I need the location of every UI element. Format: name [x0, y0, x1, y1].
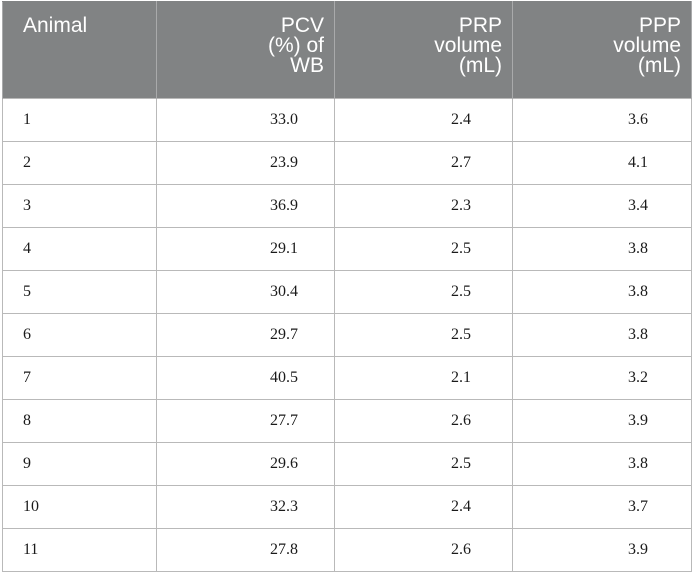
cell-animal: 2 — [2, 141, 157, 185]
header-pcv: PCV (%) of WB — [156, 1, 335, 99]
header-row: Animal PCV (%) of WB PRP volume (mL) PPP… — [2, 1, 692, 99]
cell-prp-volume: 2.4 — [334, 98, 513, 142]
header-ppp-volume: PPP volume (mL) — [512, 1, 692, 99]
cell-prp-volume: 2.5 — [334, 442, 513, 486]
cell-animal: 8 — [2, 399, 157, 443]
cell-animal: 5 — [2, 270, 157, 314]
header-prp-volume: PRP volume (mL) — [334, 1, 513, 99]
header-line: (%) of — [267, 34, 324, 57]
cell-animal: 9 — [2, 442, 157, 486]
cell-prp-volume: 2.6 — [334, 399, 513, 443]
header-line: WB — [290, 54, 324, 77]
table-row: 4 29.1 2.5 3.8 — [2, 227, 692, 271]
cell-prp-volume: 2.6 — [334, 528, 513, 572]
cell-ppp-volume: 3.8 — [512, 442, 692, 486]
cell-animal: 11 — [2, 528, 157, 572]
cell-pcv: 27.7 — [156, 399, 335, 443]
cell-ppp-volume: 3.6 — [512, 98, 692, 142]
cell-pcv: 27.8 — [156, 528, 335, 572]
cell-prp-volume: 2.7 — [334, 141, 513, 185]
cell-pcv: 40.5 — [156, 356, 335, 400]
cell-animal: 7 — [2, 356, 157, 400]
table-row: 10 32.3 2.4 3.7 — [2, 485, 692, 529]
cell-prp-volume: 2.5 — [334, 227, 513, 271]
table-row: 1 33.0 2.4 3.6 — [2, 98, 692, 142]
cell-ppp-volume: 3.8 — [512, 227, 692, 271]
cell-animal: 4 — [2, 227, 157, 271]
table-row: 6 29.7 2.5 3.8 — [2, 313, 692, 357]
cell-pcv: 33.0 — [156, 98, 335, 142]
header-line: PPP — [638, 14, 681, 37]
cell-pcv: 29.6 — [156, 442, 335, 486]
cell-ppp-volume: 3.9 — [512, 399, 692, 443]
cell-ppp-volume: 4.1 — [512, 141, 692, 185]
cell-pcv: 29.7 — [156, 313, 335, 357]
table-row: 9 29.6 2.5 3.8 — [2, 442, 692, 486]
table-row: 8 27.7 2.6 3.9 — [2, 399, 692, 443]
table-row: 5 30.4 2.5 3.8 — [2, 270, 692, 314]
table-body: 1 33.0 2.4 3.6 2 23.9 2.7 4.1 3 36.9 2.3 3.4 4 29.1 2.… — [2, 98, 692, 572]
cell-prp-volume: 2.1 — [334, 356, 513, 400]
header-animal: Animal — [2, 1, 157, 99]
cell-ppp-volume: 3.2 — [512, 356, 692, 400]
cell-animal: 10 — [2, 485, 157, 529]
header-line: (mL) — [458, 54, 502, 77]
cell-ppp-volume: 3.7 — [512, 485, 692, 529]
cell-prp-volume: 2.3 — [334, 184, 513, 228]
cell-ppp-volume: 3.4 — [512, 184, 692, 228]
header-line: (mL) — [637, 54, 681, 77]
cell-pcv: 36.9 — [156, 184, 335, 228]
cell-ppp-volume: 3.8 — [512, 313, 692, 357]
header-line: PCV — [280, 14, 324, 37]
cell-prp-volume: 2.4 — [334, 485, 513, 529]
table-row: 7 40.5 2.1 3.2 — [2, 356, 692, 400]
cell-animal: 6 — [2, 313, 157, 357]
header-line: PRP — [458, 14, 502, 37]
table-row: 11 27.8 2.6 3.9 — [2, 528, 692, 572]
cell-pcv: 29.1 — [156, 227, 335, 271]
cell-pcv: 23.9 — [156, 141, 335, 185]
cell-animal: 3 — [2, 184, 157, 228]
cell-prp-volume: 2.5 — [334, 270, 513, 314]
cell-pcv: 30.4 — [156, 270, 335, 314]
header-line: volume — [434, 34, 502, 57]
header-line: volume — [613, 34, 681, 57]
cell-pcv: 32.3 — [156, 485, 335, 529]
table-row: 2 23.9 2.7 4.1 — [2, 141, 692, 185]
cell-ppp-volume: 3.8 — [512, 270, 692, 314]
table-row: 3 36.9 2.3 3.4 — [2, 184, 692, 228]
cell-animal: 1 — [2, 98, 157, 142]
cell-prp-volume: 2.5 — [334, 313, 513, 357]
cell-ppp-volume: 3.9 — [512, 528, 692, 572]
header-line: Animal — [23, 14, 88, 37]
table-header: Animal PCV (%) of WB PRP volume (mL) PPP… — [2, 1, 692, 99]
